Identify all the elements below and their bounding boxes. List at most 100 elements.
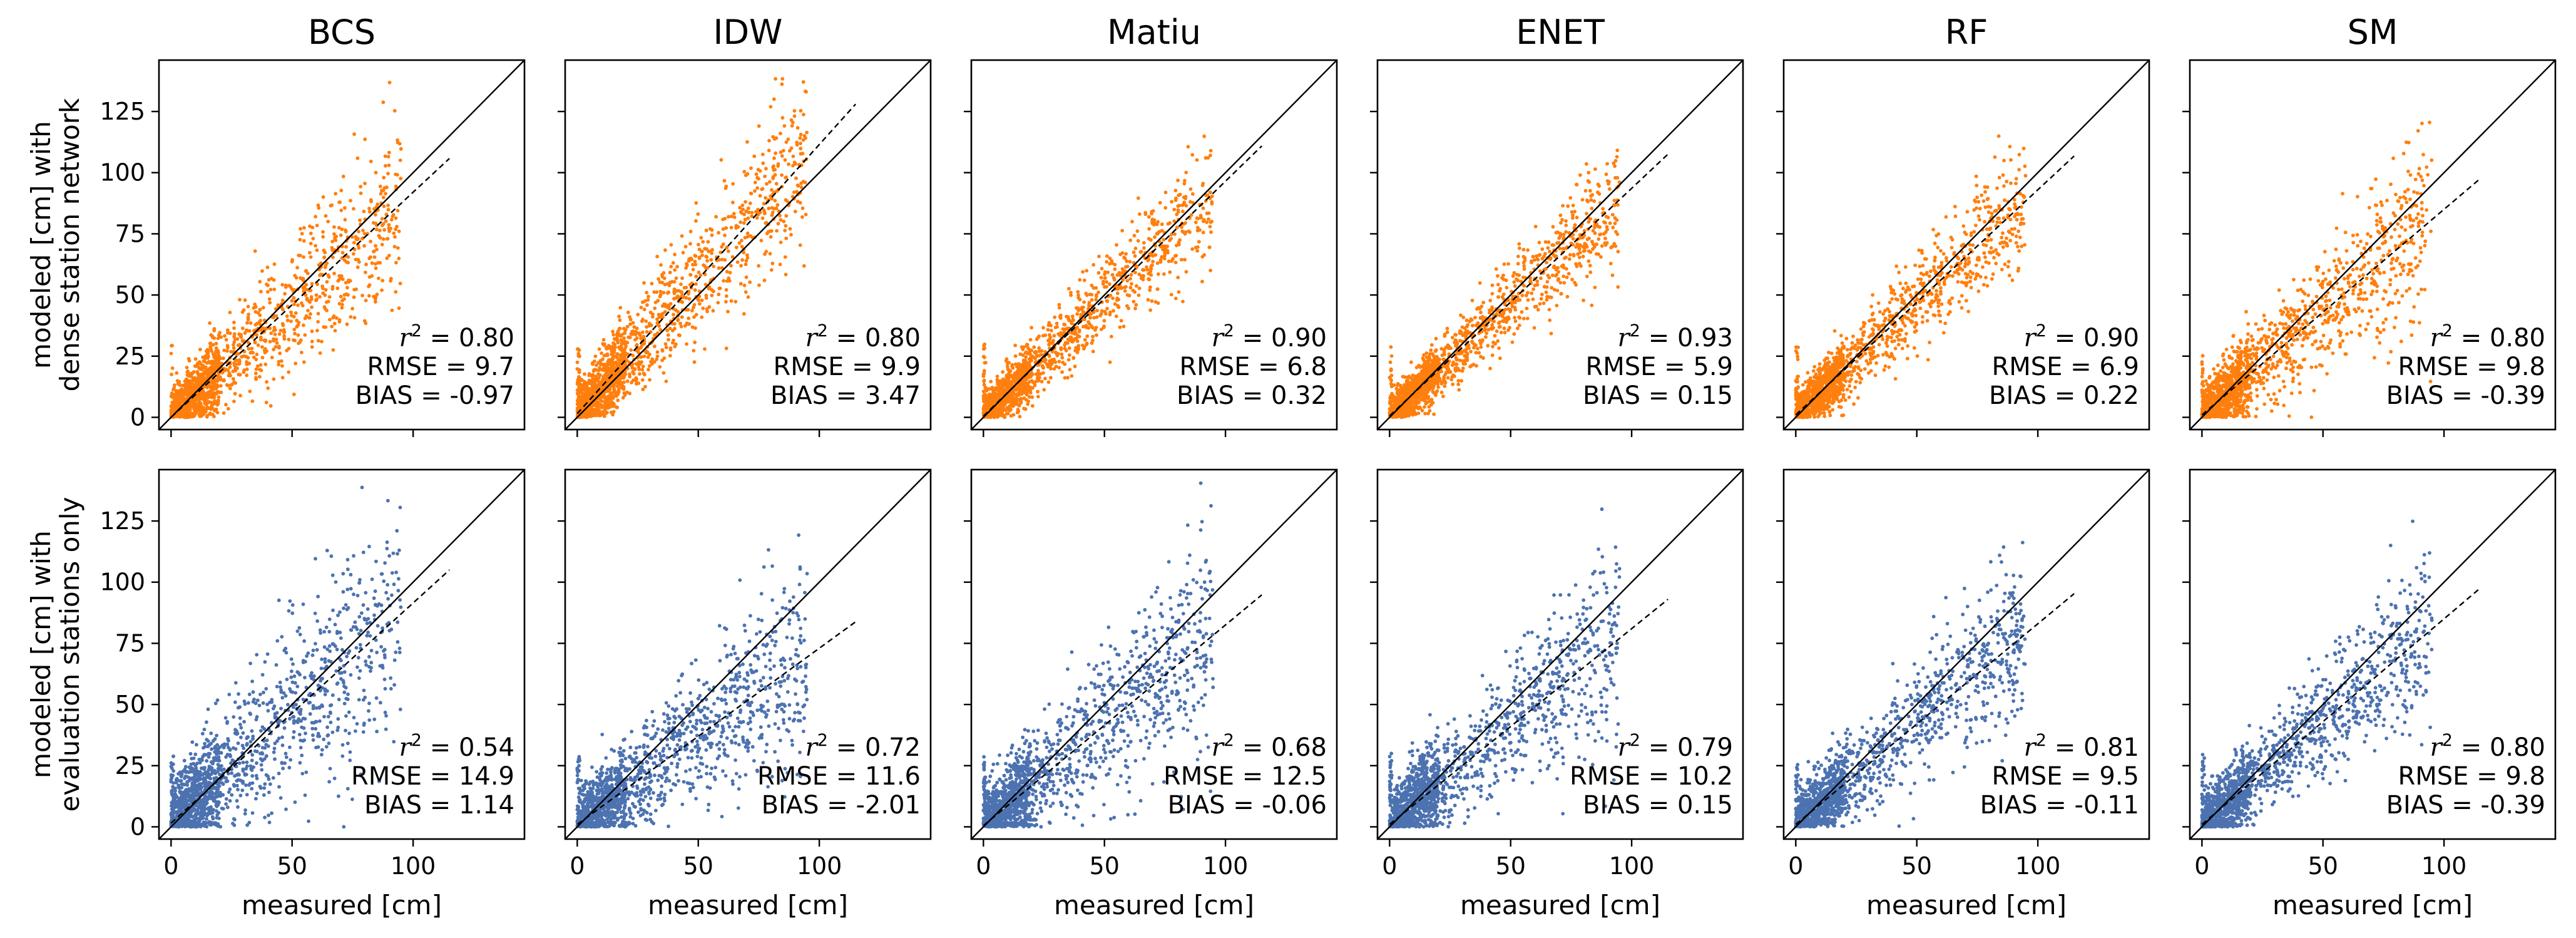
data-point [732, 215, 737, 219]
data-point [394, 172, 397, 177]
data-point [204, 368, 208, 372]
data-point [614, 354, 618, 358]
data-point [1182, 195, 1186, 199]
data-point [717, 230, 720, 235]
data-point [693, 288, 697, 292]
data-point [1076, 290, 1080, 294]
data-point [750, 210, 754, 215]
data-point [352, 247, 357, 252]
data-point [317, 206, 321, 210]
data-point [307, 289, 312, 292]
data-point [645, 351, 648, 355]
data-point [1009, 414, 1013, 418]
data-point [1080, 307, 1083, 311]
data-point [253, 305, 258, 309]
data-point [1091, 334, 1095, 339]
data-point [232, 326, 236, 330]
data-point [1574, 245, 1578, 249]
data-point [392, 109, 397, 113]
data-point [1091, 349, 1095, 354]
data-point [296, 333, 300, 337]
data-point [1108, 360, 1112, 364]
data-point [1443, 384, 1447, 388]
data-point [1163, 190, 1168, 195]
data-point [316, 203, 320, 207]
data-point [698, 273, 703, 277]
data-point [999, 400, 1004, 405]
data-point [197, 391, 202, 396]
data-point [766, 230, 770, 234]
data-point [692, 302, 697, 307]
data-point [380, 217, 384, 221]
data-point [1568, 196, 1573, 200]
data-point [601, 413, 605, 416]
data-point [170, 344, 174, 348]
data-point [663, 310, 667, 314]
data-point [1041, 334, 1045, 338]
data-point [1008, 374, 1012, 379]
data-point [679, 324, 683, 329]
data-point [215, 378, 220, 383]
data-point [209, 407, 213, 411]
data-point [687, 257, 691, 261]
data-point [1423, 405, 1426, 409]
data-point [333, 329, 337, 332]
data-point [745, 253, 749, 257]
data-point [603, 373, 607, 377]
data-point [606, 405, 610, 410]
data-point [182, 415, 186, 419]
data-point [610, 362, 614, 366]
data-point [634, 382, 638, 386]
data-point [620, 341, 624, 346]
data-point [272, 287, 277, 291]
data-point [394, 184, 398, 188]
data-point [327, 275, 331, 279]
data-point [242, 370, 246, 374]
data-point [780, 154, 784, 158]
data-point [588, 410, 591, 414]
data-point [1046, 327, 1050, 332]
data-point [625, 379, 630, 383]
data-point [594, 374, 598, 378]
data-point [1197, 240, 1201, 244]
data-point [310, 329, 314, 333]
data-point [663, 302, 668, 307]
data-point [708, 227, 712, 231]
data-point [1124, 265, 1128, 269]
data-point [1017, 403, 1021, 408]
data-point [200, 373, 203, 378]
data-point [742, 221, 746, 225]
data-point [246, 317, 250, 322]
data-point [212, 328, 217, 332]
data-point [1115, 243, 1118, 247]
data-point [352, 316, 357, 320]
data-point [778, 262, 782, 267]
data-point [202, 394, 206, 399]
data-point [767, 138, 771, 143]
data-point [672, 280, 677, 284]
data-point [1030, 379, 1034, 383]
data-point [1071, 356, 1076, 360]
data-point [764, 220, 769, 225]
rmse-annotation: RMSE = 6.8 [1179, 353, 1327, 381]
data-point [344, 245, 348, 249]
data-point [188, 388, 192, 393]
data-point [1207, 217, 1210, 221]
data-point [253, 310, 258, 314]
r2-annotation: r2 = 0.80 [805, 321, 921, 353]
data-point [1068, 368, 1072, 372]
data-point [256, 343, 260, 348]
data-point [1060, 370, 1064, 374]
data-point [190, 405, 194, 408]
data-point [770, 213, 774, 217]
data-point [1026, 389, 1031, 393]
data-point [285, 314, 289, 318]
data-point [369, 239, 372, 244]
data-point [744, 262, 748, 267]
data-point [1145, 267, 1150, 272]
data-point [323, 265, 327, 269]
data-point [384, 163, 387, 168]
data-point [1028, 349, 1032, 354]
data-point [1137, 293, 1141, 297]
data-point [1006, 408, 1011, 412]
